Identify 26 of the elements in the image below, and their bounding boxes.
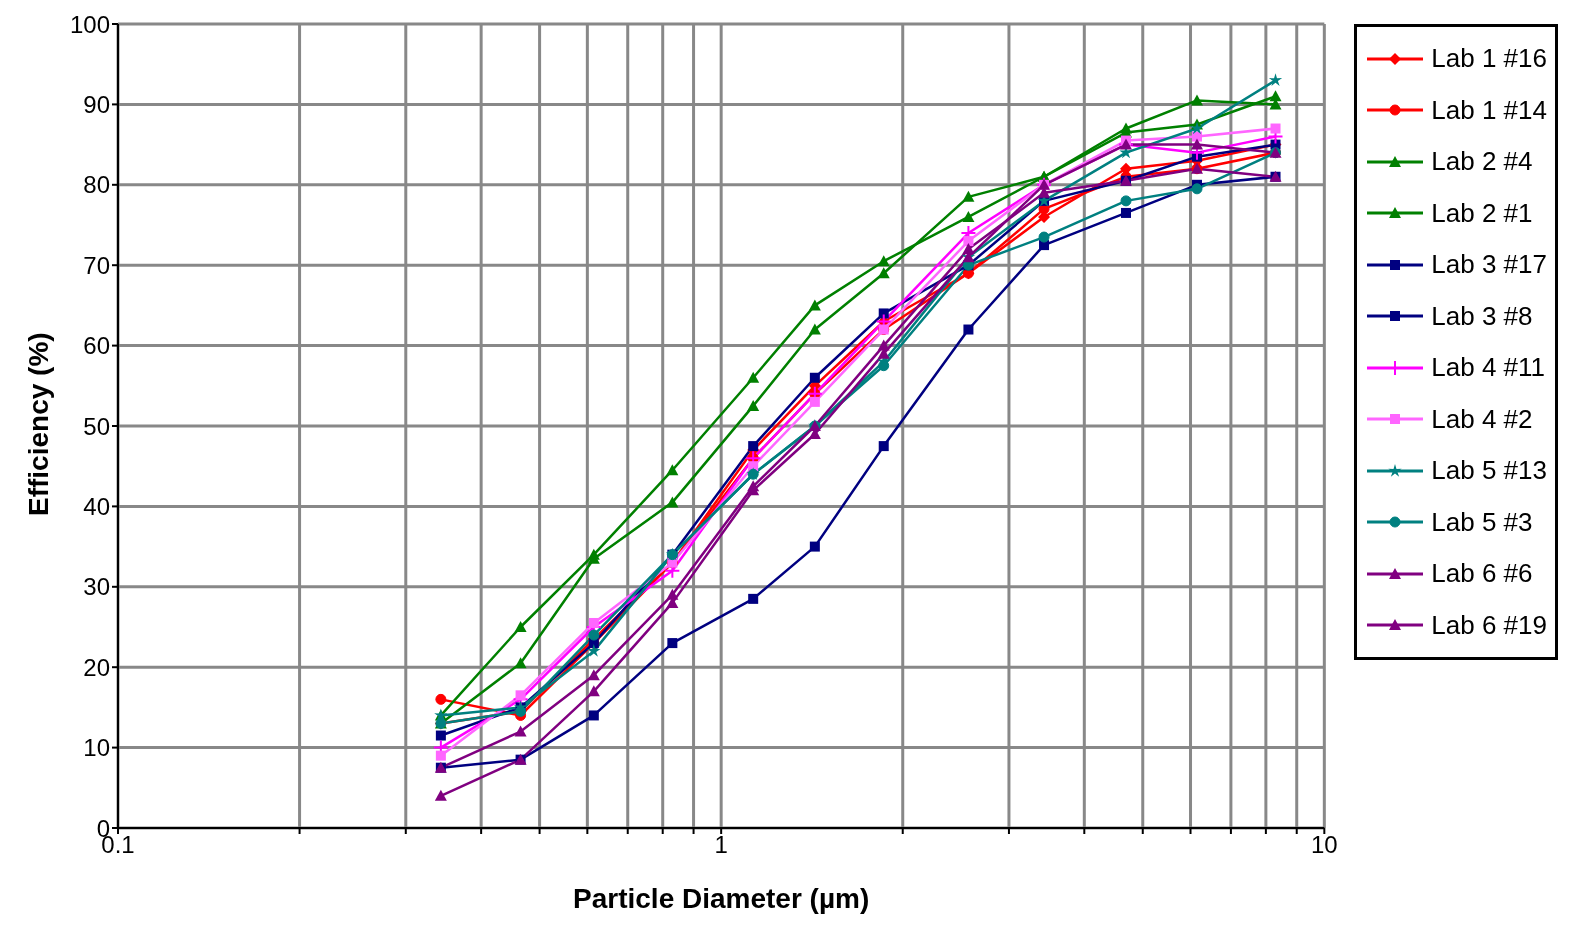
legend-label: Lab 4 #2 <box>1431 403 1533 435</box>
legend-label: Lab 2 #4 <box>1431 146 1533 178</box>
y-tick-label: 50 <box>83 412 110 440</box>
legend-label: Lab 1 #16 <box>1431 43 1547 75</box>
y-tick-label: 100 <box>69 10 110 38</box>
legend-label: Lab 4 #11 <box>1431 352 1546 384</box>
legend-label: Lab 5 #13 <box>1431 455 1547 487</box>
y-tick-label: 90 <box>83 90 110 118</box>
x-axis-title: Particle Diameter (µm) <box>573 883 870 914</box>
y-tick-label: 70 <box>83 251 110 279</box>
legend-label: Lab 2 #1 <box>1431 197 1533 229</box>
legend-label: Lab 3 #17 <box>1431 249 1547 281</box>
y-tick-label: 80 <box>83 171 110 199</box>
legend-label: Lab 5 #3 <box>1431 506 1533 538</box>
x-tick-label: 1 <box>714 831 728 859</box>
y-tick-label: 20 <box>83 653 110 681</box>
y-tick-label: 60 <box>83 332 110 360</box>
legend-label: Lab 6 #19 <box>1431 609 1547 641</box>
x-tick-label: 10 <box>1310 831 1338 859</box>
y-tick-label: 40 <box>83 492 110 520</box>
y-axis-title: Efficiency (%) <box>22 332 54 516</box>
legend-label: Lab 6 #6 <box>1431 558 1533 590</box>
legend-label: Lab 1 #14 <box>1431 94 1547 126</box>
y-tick-label: 10 <box>83 734 110 762</box>
legend-label: Lab 3 #8 <box>1431 300 1533 332</box>
y-tick-label: 30 <box>83 573 110 601</box>
